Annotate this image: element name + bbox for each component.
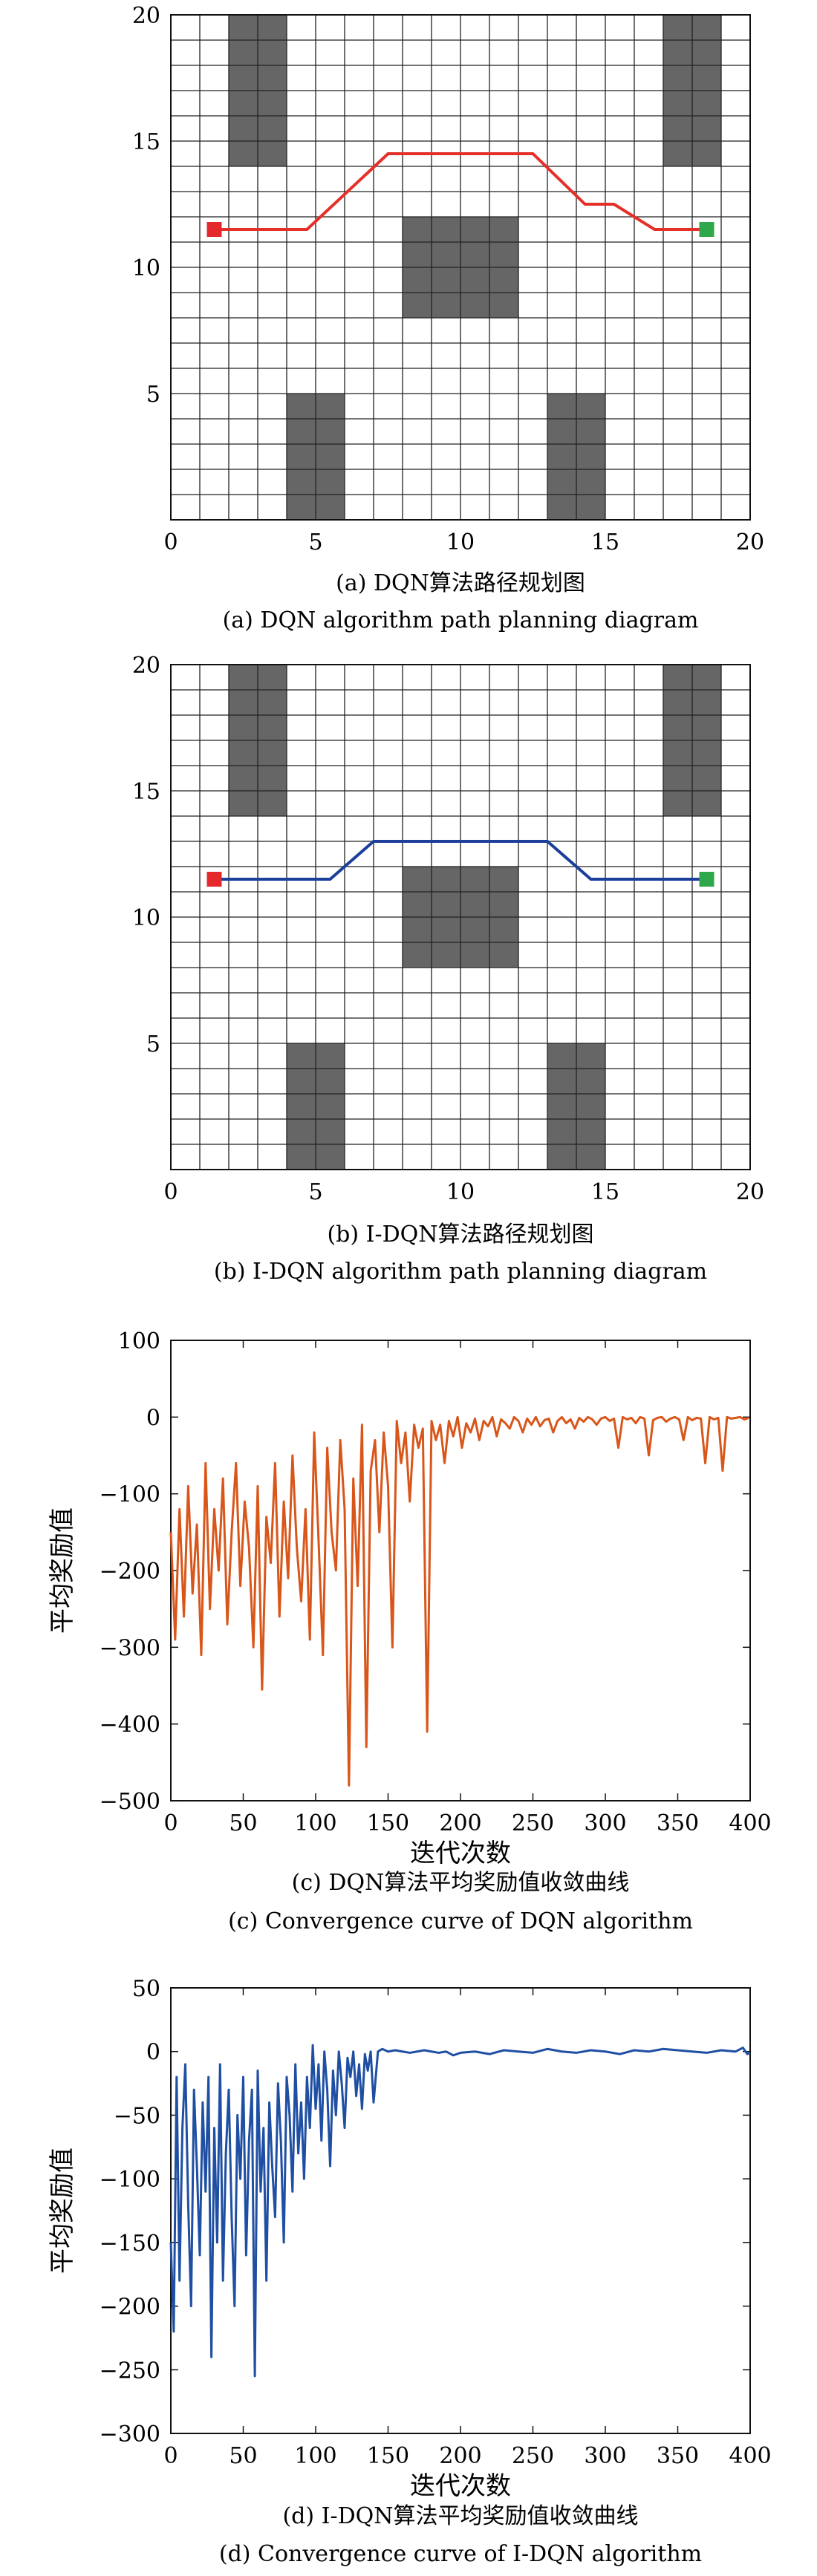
- x-tick-label: 250: [512, 2443, 554, 2469]
- caption-cn: (d) I-DQN算法平均奖励值收敛曲线: [282, 2503, 638, 2529]
- x-tick-label: 5: [308, 529, 322, 555]
- y-tick-label: 0: [146, 2040, 160, 2066]
- x-tick-label: 150: [367, 1810, 409, 1836]
- caption-en: (d) Convergence curve of I-DQN algorithm: [219, 2541, 702, 2567]
- x-tick-label: 0: [163, 529, 178, 555]
- y-tick-label: −100: [100, 2167, 160, 2193]
- y-tick-label: 0: [146, 1405, 160, 1431]
- x-axis-label: 迭代次数: [410, 2471, 511, 2501]
- y-tick-label: 10: [132, 905, 160, 931]
- caption-en: (a) DQN algorithm path planning diagram: [223, 607, 699, 633]
- line-panel-2: 0 50 100 150 200 250 300 350 400 100 0 −100 −200 −300…: [48, 1328, 772, 1934]
- caption-en: (c) Convergence curve of DQN algorithm: [228, 1908, 693, 1934]
- path-line: [214, 152, 707, 231]
- y-tick-label: −200: [100, 1559, 160, 1585]
- x-tick-label: 350: [657, 2443, 699, 2469]
- y-tick-label: −300: [100, 2422, 160, 2448]
- y-tick-label: −100: [100, 1482, 160, 1508]
- plot-frame: [170, 664, 751, 1170]
- caption-cn: (b) I-DQN算法路径规划图: [327, 1222, 593, 1248]
- y-tick-label: 20: [132, 653, 160, 679]
- series-line-0: [169, 1415, 749, 1787]
- y-tick-label: −500: [100, 1789, 160, 1815]
- y-tick-label: 5: [146, 382, 160, 408]
- x-tick-label: 200: [439, 2443, 481, 2469]
- x-tick-label: 5: [308, 1179, 322, 1205]
- x-tick-label: 15: [591, 1179, 619, 1205]
- x-tick-label: 0: [163, 1810, 178, 1836]
- y-tick-label: −250: [100, 2358, 160, 2384]
- x-tick-label: 0: [163, 1179, 178, 1205]
- y-tick-label: 15: [132, 129, 160, 155]
- x-tick-label: 300: [584, 1810, 626, 1836]
- x-tick-label: 10: [446, 529, 475, 555]
- y-tick-label: 20: [132, 3, 160, 29]
- caption-en: (b) I-DQN algorithm path planning diagra…: [214, 1259, 707, 1285]
- grid-panel-1: 0 5 10 15 20 5 10 15 20 (b) I-DQN算法路径规划图 (b) I-DQN…: [132, 653, 764, 1285]
- grid-panel-0: 0 5 10 15 20 5 10 15 20 (a) DQN算法路径规划图 (a) DQN alg…: [132, 3, 764, 633]
- y-tick-label: 100: [118, 1328, 160, 1354]
- y-tick-label: −200: [100, 2295, 160, 2321]
- y-tick-label: 10: [132, 255, 160, 281]
- x-tick-label: 250: [512, 1810, 554, 1836]
- y-tick-label: 15: [132, 779, 160, 805]
- y-tick-label: −300: [100, 1635, 160, 1661]
- plot-frame: [170, 1340, 751, 1801]
- x-tick-label: 150: [367, 2443, 409, 2469]
- x-tick-label: 10: [446, 1179, 475, 1205]
- x-tick-label: 300: [584, 2443, 626, 2469]
- start-marker: [206, 872, 222, 887]
- x-tick-label: 200: [439, 1810, 481, 1836]
- goal-marker: [699, 222, 715, 237]
- path-line: [214, 840, 707, 881]
- caption-cn: (a) DQN算法路径规划图: [336, 570, 585, 596]
- x-tick-label: 20: [736, 1179, 764, 1205]
- start-marker: [206, 222, 222, 237]
- x-tick-label: 350: [657, 1810, 699, 1836]
- x-tick-label: 100: [294, 1810, 336, 1836]
- y-tick-label: −400: [100, 1712, 160, 1738]
- x-axis-label: 迭代次数: [410, 1839, 511, 1868]
- y-axis-label: 平均奖励值: [48, 1507, 77, 1634]
- y-tick-label: 5: [146, 1031, 160, 1057]
- plot-frame: [170, 1987, 751, 2434]
- y-tick-label: 50: [132, 1976, 160, 2002]
- x-tick-label: 20: [736, 529, 764, 555]
- x-tick-label: 0: [163, 2443, 178, 2469]
- goal-marker: [699, 872, 715, 887]
- series-line-0: [169, 2044, 751, 2378]
- x-tick-label: 50: [229, 2443, 257, 2469]
- y-tick-label: −50: [114, 2103, 160, 2129]
- caption-cn: (c) DQN算法平均奖励值收敛曲线: [292, 1870, 630, 1896]
- plot-frame: [170, 14, 751, 521]
- x-tick-label: 50: [229, 1810, 257, 1836]
- x-tick-label: 400: [729, 1810, 771, 1836]
- y-tick-label: −150: [100, 2231, 160, 2257]
- x-tick-label: 100: [294, 2443, 336, 2469]
- x-tick-label: 400: [729, 2443, 771, 2469]
- x-tick-label: 15: [591, 529, 619, 555]
- y-axis-label: 平均奖励值: [48, 2148, 77, 2274]
- line-panel-3: 0 50 100 150 200 250 300 350 400 50 0 −50 −100 −150 −2…: [48, 1976, 772, 2567]
